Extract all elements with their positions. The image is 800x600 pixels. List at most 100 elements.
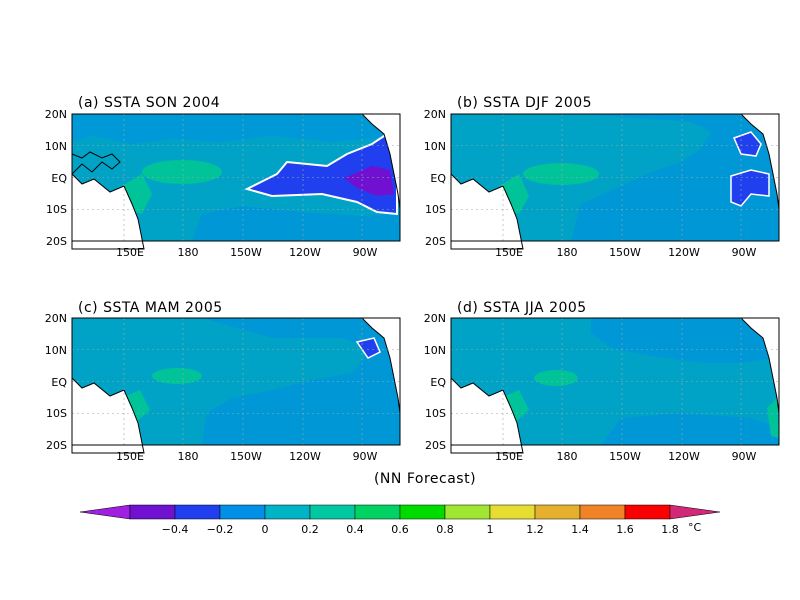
colorbar-swatch: [264, 504, 311, 520]
panel-b-lon-ticks: 150E 180 150W 120W 90W: [495, 246, 757, 259]
colorbar-swatch: [174, 504, 221, 520]
panel-d-warm-strip-coast: [767, 398, 779, 438]
panel-b-lat-tick: EQ: [430, 172, 446, 185]
colorbar-tick-label: 0.8: [436, 523, 454, 536]
panel-d-lon-tick: 90W: [732, 450, 757, 463]
panel-d-lat-tick: 20S: [425, 439, 446, 452]
panel-d-lat-tick: 10S: [425, 407, 446, 420]
colorbar-swatch: [444, 504, 491, 520]
panel-c-land-americas: [360, 317, 401, 414]
colorbar-swatch: [129, 504, 176, 520]
panel-a-lat-tick: 10N: [45, 140, 67, 153]
colorbar-tick-label: 1.8: [661, 523, 679, 536]
panel-b-cold-patch-equator: [730, 169, 770, 207]
colorbar-tick-label: −0.4: [162, 523, 189, 536]
colorbar-tick-label: 0.4: [346, 523, 364, 536]
panel-a-cold-core: [344, 166, 394, 196]
panel-c-warm-spot-png: [122, 390, 150, 424]
panel-d-warm-spot-png: [501, 390, 529, 424]
panel-b-lon-tick: 90W: [732, 246, 757, 259]
panel-a-lon-tick: 150E: [116, 246, 144, 259]
panel-a-lon-tick: 180: [178, 246, 199, 259]
panel-d-map: [450, 317, 780, 454]
panel-d-warm-spot-west: [534, 370, 578, 386]
panel-c-band-blue: [202, 318, 400, 445]
panel-a-lon-tick: 120W: [289, 246, 321, 259]
panel-c-lat-tick: 10S: [46, 407, 67, 420]
panel-d-lon-tick: 150E: [495, 450, 523, 463]
panel-b-lon-tick: 120W: [668, 246, 700, 259]
panel-a-lat-tick: 20S: [46, 235, 67, 248]
colorbar-swatch: [309, 504, 356, 520]
panel-b-warm-spot-west: [523, 163, 599, 185]
colorbar-tick-label: −0.2: [207, 523, 234, 536]
colorbar-swatch: [624, 504, 671, 520]
panel-a-frame: [71, 113, 401, 242]
panel-c-lon-tick: 90W: [353, 450, 378, 463]
panel-c-lon-ticks: 150E 180 150W 120W 90W: [116, 450, 378, 463]
panel-a-land-americas: [360, 113, 401, 210]
panel-d-lat-tick: 10N: [424, 344, 446, 357]
panel-d-lon-tick: 180: [557, 450, 578, 463]
panel-a-lon-ticks: 150E 180 150W 120W 90W: [116, 246, 378, 259]
panel-a-lat-tick: EQ: [51, 172, 67, 185]
panel-d: (d) SSTA JJA 2005: [424, 300, 780, 463]
panel-d-lat-ticks: 20N 10N EQ 10S 20S: [424, 312, 447, 452]
panel-a-band-blue-south: [192, 206, 400, 241]
panel-b-map: [450, 113, 780, 250]
panel-d-grid: [451, 318, 779, 445]
panel-a-title: (a) SSTA SON 2004: [78, 95, 220, 111]
panel-a-grid: [72, 114, 400, 241]
panel-b-lon-tick: 180: [557, 246, 578, 259]
panel-c-lat-tick: EQ: [51, 376, 67, 389]
panel-a-lat-ticks: 20N 10N EQ 10S 20S: [45, 108, 68, 248]
panel-c-lon-tick: 180: [178, 450, 199, 463]
panel-d-band-blue: [591, 318, 779, 363]
panel-c-lon-tick: 150E: [116, 450, 144, 463]
panel-b-grid: [451, 114, 779, 241]
panel-a-band-cyan-north: [72, 114, 400, 144]
colorbar-swatch: [354, 504, 401, 520]
colorbar-swatch: [399, 504, 446, 520]
colorbar-swatch: [579, 504, 626, 520]
colorbar-unit: °C: [688, 521, 702, 534]
panel-a-warm-spot-west: [142, 160, 222, 184]
colorbar-tick-label: 1.4: [571, 523, 589, 536]
panel-d-lon-tick: 120W: [668, 450, 700, 463]
colorbar-arrow-high: [669, 504, 721, 520]
panel-b-land-americas: [739, 113, 780, 210]
panel-b-lat-tick: 20N: [424, 108, 446, 121]
panel-a-lon-tick: 150W: [230, 246, 262, 259]
panel-c-lon-tick: 120W: [289, 450, 321, 463]
colorbar-tick-label: 1.2: [526, 523, 544, 536]
panel-b-lat-tick: 10N: [424, 140, 446, 153]
panel-c-warm-spot-west: [152, 368, 202, 384]
panel-b-lat-ticks: 20N 10N EQ 10S 20S: [424, 108, 447, 248]
colorbar-tick-label: 0.2: [301, 523, 319, 536]
panel-a-land-islands: [71, 151, 121, 176]
panel-c-grid: [72, 318, 400, 445]
panel-d-lat-tick: 20N: [424, 312, 446, 325]
panel-b-title: (b) SSTA DJF 2005: [457, 95, 592, 111]
colorbar-tick-label: 1.6: [616, 523, 634, 536]
panel-d-land-americas: [739, 317, 780, 414]
colorbar-tick-label: 0: [262, 523, 269, 536]
panel-d-lat-tick: EQ: [430, 376, 446, 389]
panel-c-lat-tick: 20S: [46, 439, 67, 452]
panel-c-frame: [71, 317, 401, 446]
panel-c-title: (c) SSTA MAM 2005: [78, 300, 223, 316]
panel-a-lon-tick: 90W: [353, 246, 378, 259]
panel-c-lat-tick: 10N: [45, 344, 67, 357]
panel-c-lat-tick: 20N: [45, 312, 67, 325]
panel-b: (b) SSTA DJF 2005: [424, 95, 780, 259]
colorbar-tick-label: 0.6: [391, 523, 409, 536]
panel-b-lon-tick: 150W: [609, 246, 641, 259]
panel-b-lat-tick: 10S: [425, 203, 446, 216]
forecast-label: (NN Forecast): [374, 471, 476, 487]
panel-c: (c) SSTA MAM 2005 2: [45, 300, 401, 463]
colorbar: −0.4 −0.2 0 0.2 0.4 0.6 0.8 1 1.2 1.4 1.6 1.8 °C: [79, 504, 721, 536]
panel-b-lat-tick: 20S: [425, 235, 446, 248]
panel-d-frame: [450, 317, 780, 446]
colorbar-swatch: [219, 504, 266, 520]
